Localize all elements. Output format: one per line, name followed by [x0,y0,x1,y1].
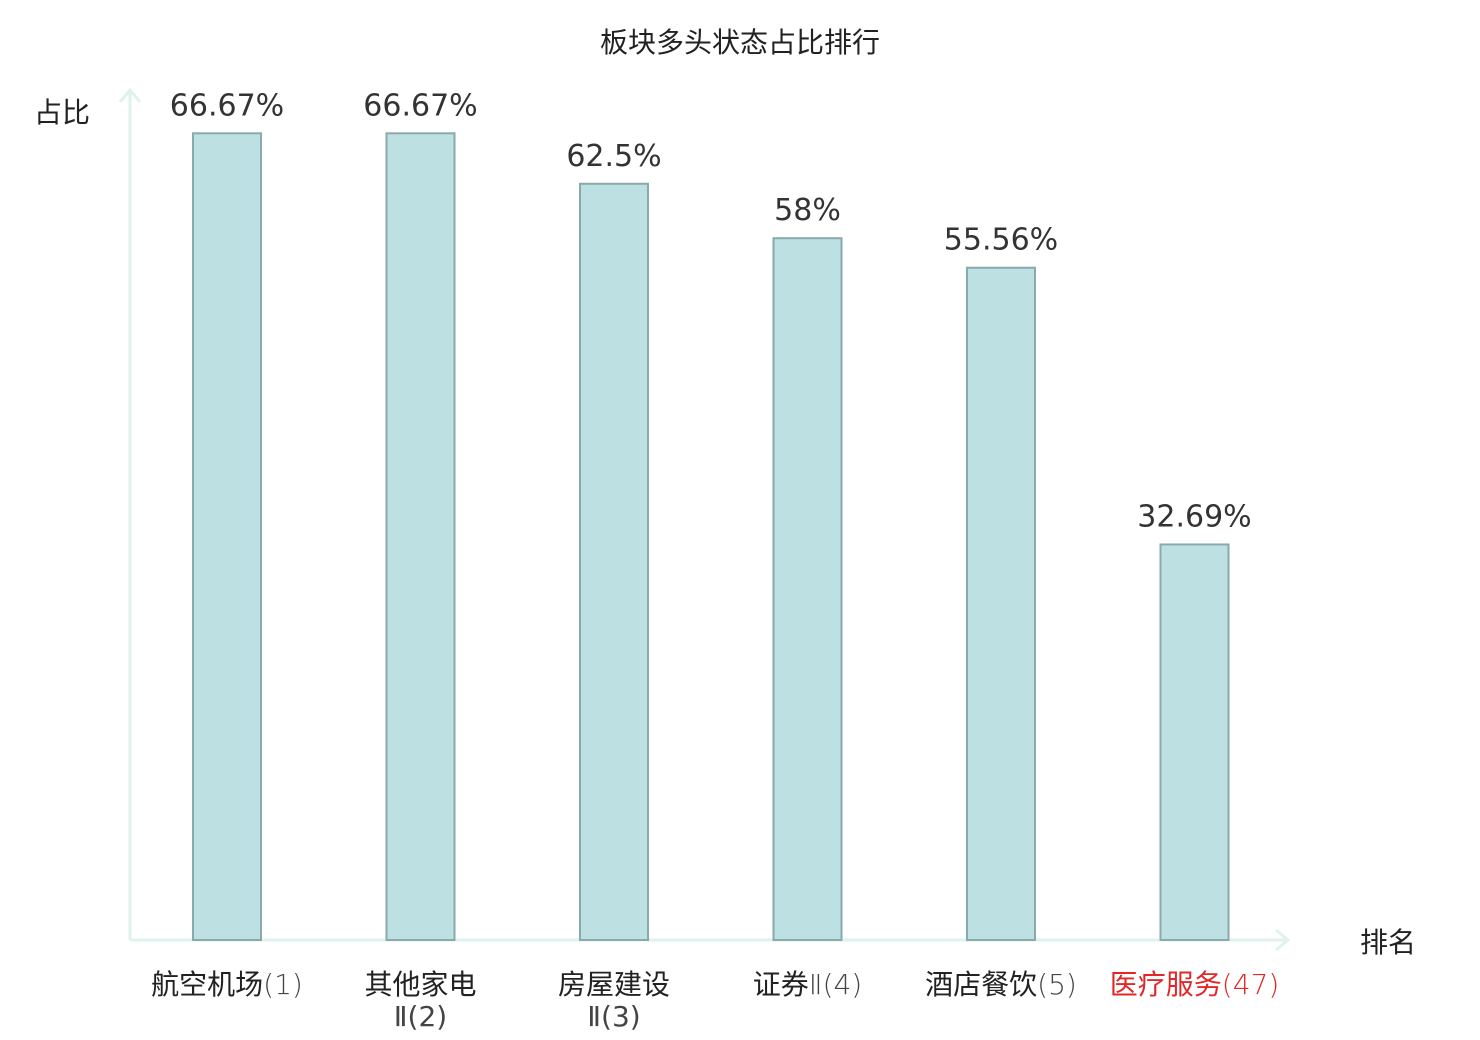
value-label: 66.67% [170,88,284,123]
category-label: 其他家电 [364,968,476,1001]
chart-title: 板块多头状态占比排行 [600,26,880,59]
category-label: 航空机场(1) [151,968,303,1001]
category-label: 医疗服务(47) [1110,968,1280,1001]
category-label-line2: Ⅱ(3) [587,1000,640,1033]
axes [118,87,1291,952]
y-axis-label: 占比 [34,96,90,129]
value-label: 32.69% [1137,499,1251,534]
x-axis-label: 排名 [1360,926,1416,959]
bar [192,132,262,941]
x-axis-arrow [1275,928,1291,952]
bar [579,182,649,941]
value-label: 58% [774,193,841,228]
value-label: 62.5% [566,139,661,174]
y-axis-arrow [118,87,142,103]
bar [385,132,456,941]
category-label-line2: Ⅱ(2) [394,1000,447,1033]
value-label: 55.56% [944,223,1058,258]
category-label: 酒店餐饮(5) [925,968,1077,1001]
value-label: 66.67% [363,88,477,123]
value-labels-group: 66.67% 66.67% 62.5% 58% 55.56% 32.69% [170,88,1252,534]
category-label: 证券Ⅱ(4) [753,968,862,1001]
category-label: 房屋建设 [558,968,670,1001]
bar [772,237,843,941]
bars-group [192,132,1230,941]
bar [966,266,1036,941]
bar [1159,543,1230,941]
